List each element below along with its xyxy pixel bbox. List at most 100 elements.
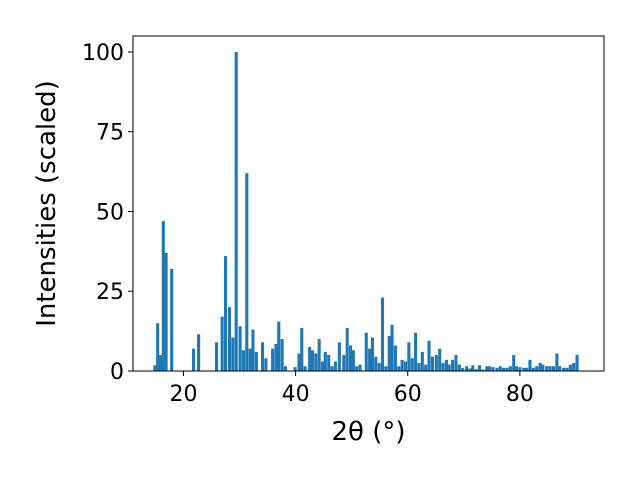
bar: [572, 363, 576, 371]
bar: [387, 335, 391, 371]
bar: [248, 348, 252, 371]
bar: [308, 347, 312, 371]
bar: [280, 339, 284, 371]
bar: [495, 367, 499, 371]
bar: [575, 355, 579, 371]
bar: [170, 268, 174, 371]
bar: [545, 366, 549, 371]
bar: [156, 323, 160, 371]
bar: [345, 327, 349, 371]
bar: [342, 355, 346, 371]
bar: [434, 355, 438, 371]
bar: [161, 221, 165, 371]
bar: [474, 369, 478, 371]
x-tick-label: 80: [506, 382, 534, 407]
bar: [251, 329, 255, 371]
bar: [414, 332, 418, 371]
bar: [417, 363, 421, 371]
bar: [277, 321, 281, 371]
y-axis-label: Intensities (scaled): [32, 80, 62, 327]
bar: [424, 364, 428, 371]
bar: [245, 173, 249, 371]
bar: [271, 348, 275, 371]
bar: [215, 342, 219, 371]
bar: [227, 307, 231, 371]
bar: [393, 345, 397, 371]
bar: [241, 350, 245, 371]
bar: [390, 324, 394, 371]
bar: [477, 365, 482, 371]
bar: [370, 337, 374, 371]
bar: [274, 343, 278, 371]
bar: [551, 366, 556, 371]
bar: [264, 358, 268, 371]
bar: [548, 366, 552, 371]
x-tick-label: 20: [169, 382, 197, 407]
bar: [457, 364, 461, 371]
bar: [502, 367, 506, 371]
bar: [333, 361, 337, 371]
bar: [297, 353, 301, 371]
bar: [558, 366, 562, 371]
bar: [323, 351, 327, 371]
bar: [454, 355, 458, 371]
bar: [314, 353, 318, 371]
bar: [158, 355, 163, 371]
bar: [320, 361, 325, 371]
bar: [430, 356, 434, 371]
bar: [303, 366, 307, 371]
bar: [330, 366, 334, 371]
bar: [488, 366, 492, 371]
bar: [518, 367, 522, 371]
bar: [260, 342, 265, 371]
bar: [220, 316, 224, 371]
bar: [538, 363, 542, 371]
bar: [512, 355, 516, 371]
bar: [317, 339, 321, 371]
bar: [444, 359, 448, 371]
bar: [410, 358, 414, 371]
bar: [403, 361, 408, 371]
bar: [192, 348, 196, 371]
bar: [555, 353, 559, 371]
bar: [535, 366, 539, 371]
bar: [374, 356, 378, 371]
bar: [481, 369, 485, 371]
bar: [531, 367, 535, 371]
bar: [164, 252, 168, 371]
bar: [355, 366, 359, 371]
bar: [397, 366, 401, 371]
bar: [349, 345, 353, 371]
y-tick-label: 25: [96, 280, 124, 305]
bar: [562, 367, 566, 371]
y-tick-label: 100: [82, 41, 124, 66]
bar: [508, 366, 512, 371]
bar: [358, 364, 362, 371]
x-tick-label: 60: [394, 382, 422, 407]
bar: [565, 367, 569, 371]
bar: [568, 364, 572, 371]
bar: [465, 366, 469, 371]
x-tick-label: 40: [282, 382, 310, 407]
bar: [364, 332, 368, 371]
bar: [541, 364, 545, 371]
bar: [451, 359, 455, 371]
bar: [231, 337, 235, 371]
bar: [427, 340, 431, 371]
x-axis-label: 2θ (°): [331, 417, 405, 447]
bar: [471, 365, 475, 371]
bar: [327, 355, 331, 371]
bar: [368, 348, 372, 371]
bar: [400, 359, 404, 371]
bar: [420, 351, 424, 371]
bar: [337, 342, 341, 371]
bar: [197, 334, 201, 371]
bar: [491, 367, 495, 371]
x-axis-ticks: 20 40 60 80: [169, 371, 534, 407]
bar: [351, 350, 355, 371]
plot-frame: [132, 35, 605, 372]
bar: [293, 367, 297, 371]
y-tick-label: 0: [110, 360, 124, 385]
bar: [310, 350, 314, 371]
bar-group: [153, 51, 579, 371]
